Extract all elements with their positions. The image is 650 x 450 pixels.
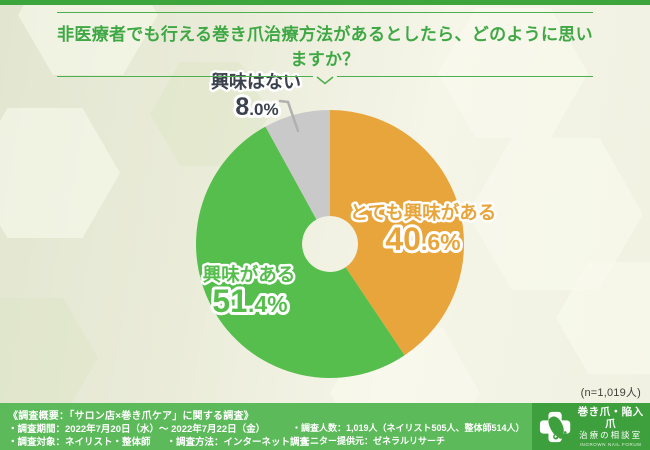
page-title: 非医療者でも行える巻き爪治療方法があるとしたら、どのように思いますか？ — [57, 25, 593, 69]
title-rule-bottom — [57, 76, 593, 85]
survey-period: ・調査期間：2022年7月20日（水）～ 2022年7月22日（金） — [8, 424, 266, 435]
survey-row: ・調査対象：ネイリスト・整体師 ・調査方法：インターネット調査 — [8, 434, 309, 448]
clinic-cross-icon — [539, 411, 571, 442]
title-rule-segment — [57, 76, 313, 77]
hexagon-decoration — [0, 298, 98, 418]
survey-respondents: ・調査人数：1,019人（ネイリスト505人、整体師514人） — [292, 423, 525, 433]
pie-slice-0 — [330, 110, 464, 356]
survey-subjects: ・調査対象：ネイリスト・整体師 — [8, 437, 151, 448]
top-accent-bar — [0, 0, 650, 5]
pie-slice-1 — [196, 126, 405, 378]
brand-name-line3: INGROWN NAIL FORUM — [579, 441, 642, 447]
brand-logo: 巻き爪・陥入爪 治療の相談室 INGROWN NAIL FORUM — [532, 403, 650, 450]
pie-slice-2 — [265, 110, 330, 220]
chevron-down-icon — [316, 76, 334, 85]
sample-size-note: (n=1,019人) — [580, 387, 641, 399]
brand-logo-text: 巻き爪・陥入爪 治療の相談室 INGROWN NAIL FORUM — [576, 406, 645, 447]
brand-name-line2: 治療の相談室 — [579, 430, 643, 441]
brand-name-line1: 巻き爪・陥入爪 — [577, 405, 644, 431]
question-title-box: 非医療者でも行える巻き爪治療方法があるとしたら、どのように思いますか？ — [57, 12, 593, 85]
pie-chart — [196, 110, 464, 378]
hexagon-decoration — [0, 108, 120, 238]
survey-method: ・調査方法：インターネット調査 — [166, 437, 310, 448]
survey-provider: ・モニター提供元：ゼネラルリサーチ — [292, 436, 446, 446]
title-rule-segment — [337, 76, 593, 77]
survey-overview-title: 《調査概要：「サロン店×巻き爪ケア」に関する調査》 — [8, 411, 254, 422]
foot-icon — [548, 416, 567, 440]
title-rule-top — [57, 12, 593, 13]
